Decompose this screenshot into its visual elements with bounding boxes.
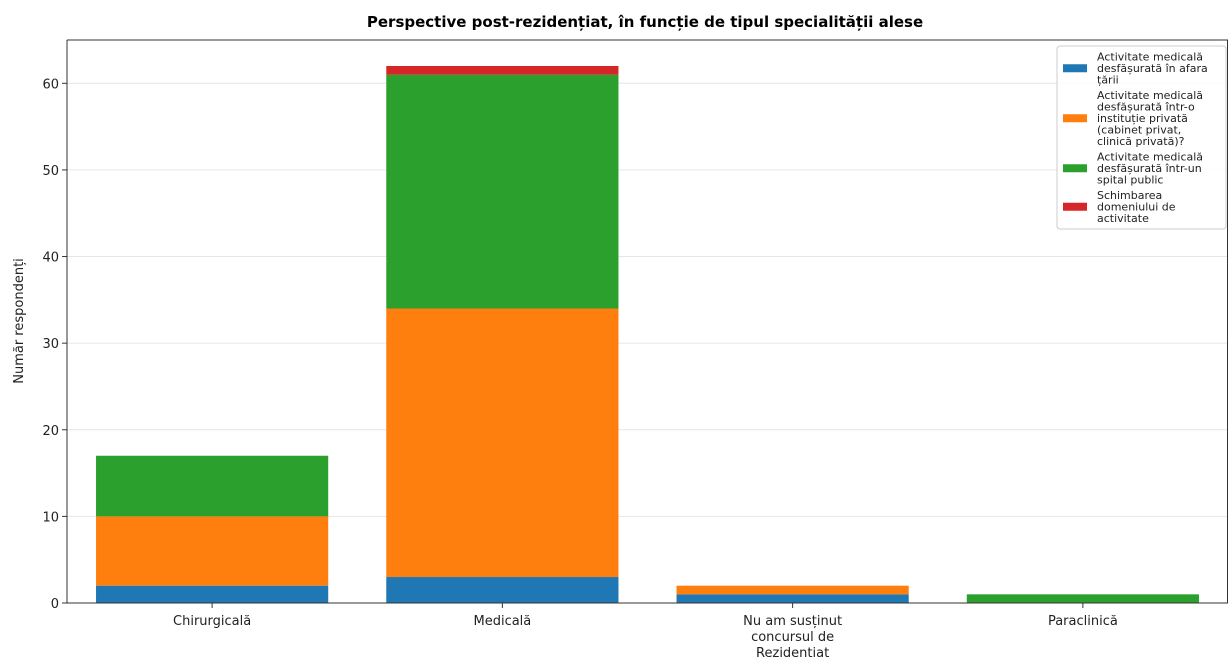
- legend-label: Schimbarea: [1097, 189, 1162, 202]
- legend-label: spital public: [1097, 174, 1163, 187]
- x-tick-label: Rezidentiat: [756, 646, 829, 661]
- legend-label: Activitate medicală: [1097, 89, 1203, 102]
- legend-label: desfășurată într-o: [1097, 101, 1195, 114]
- legend-label: desfășurată în afara: [1097, 62, 1208, 75]
- y-axis-title: Număr respondenți: [12, 258, 27, 384]
- y-tick-label: 10: [42, 510, 59, 525]
- x-tick-label: Medicală: [473, 614, 531, 629]
- bar-segment: [96, 585, 329, 603]
- legend-swatch: [1063, 114, 1087, 123]
- legend-label: instituție privată: [1097, 112, 1188, 125]
- bar-segment: [386, 74, 619, 309]
- bar-segment: [96, 516, 329, 586]
- y-tick-label: 40: [42, 251, 59, 266]
- y-tick-label: 0: [51, 597, 59, 612]
- y-tick-label: 60: [42, 77, 59, 92]
- x-tick-label: Paraclinică: [1048, 614, 1118, 629]
- legend-swatch: [1063, 164, 1087, 173]
- legend-label: clinică privată)?: [1097, 135, 1185, 148]
- y-tick-label: 20: [42, 424, 59, 439]
- bar-segment: [676, 585, 909, 595]
- legend-label: domeniului de: [1097, 201, 1176, 214]
- bar-segment: [966, 594, 1199, 603]
- bar-segment: [676, 594, 909, 603]
- legend-label: Activitate medicală: [1097, 151, 1203, 164]
- legend-swatch: [1063, 64, 1087, 73]
- legend-label: (cabinet privat,: [1097, 124, 1181, 137]
- legend-label: țării: [1097, 74, 1119, 87]
- bars: [96, 65, 1199, 603]
- legend-label: desfășurată într-un: [1097, 162, 1202, 175]
- x-tick-label: Nu am susținut: [743, 614, 842, 629]
- x-tick-label: Chirurgicală: [173, 614, 251, 629]
- y-tick-label: 30: [42, 337, 59, 352]
- tick-labels: 0 10 20 30 40 50 60 Chirurgicală Medicală Nu am s…: [42, 77, 1117, 661]
- bar-segment: [386, 65, 619, 75]
- y-tick-label: 50: [42, 164, 59, 179]
- bar-segment: [386, 577, 619, 603]
- legend-label: activitate: [1097, 212, 1149, 225]
- legend-label: Activitate medicală: [1097, 51, 1203, 64]
- legend-swatch: [1063, 202, 1087, 211]
- chart-title: Perspective post-rezidențiat, în funcție…: [367, 13, 923, 31]
- legend-box: [1056, 45, 1227, 230]
- bar-segment: [96, 455, 329, 517]
- bar-segment: [386, 308, 619, 578]
- x-tick-label: concursul de: [751, 630, 834, 645]
